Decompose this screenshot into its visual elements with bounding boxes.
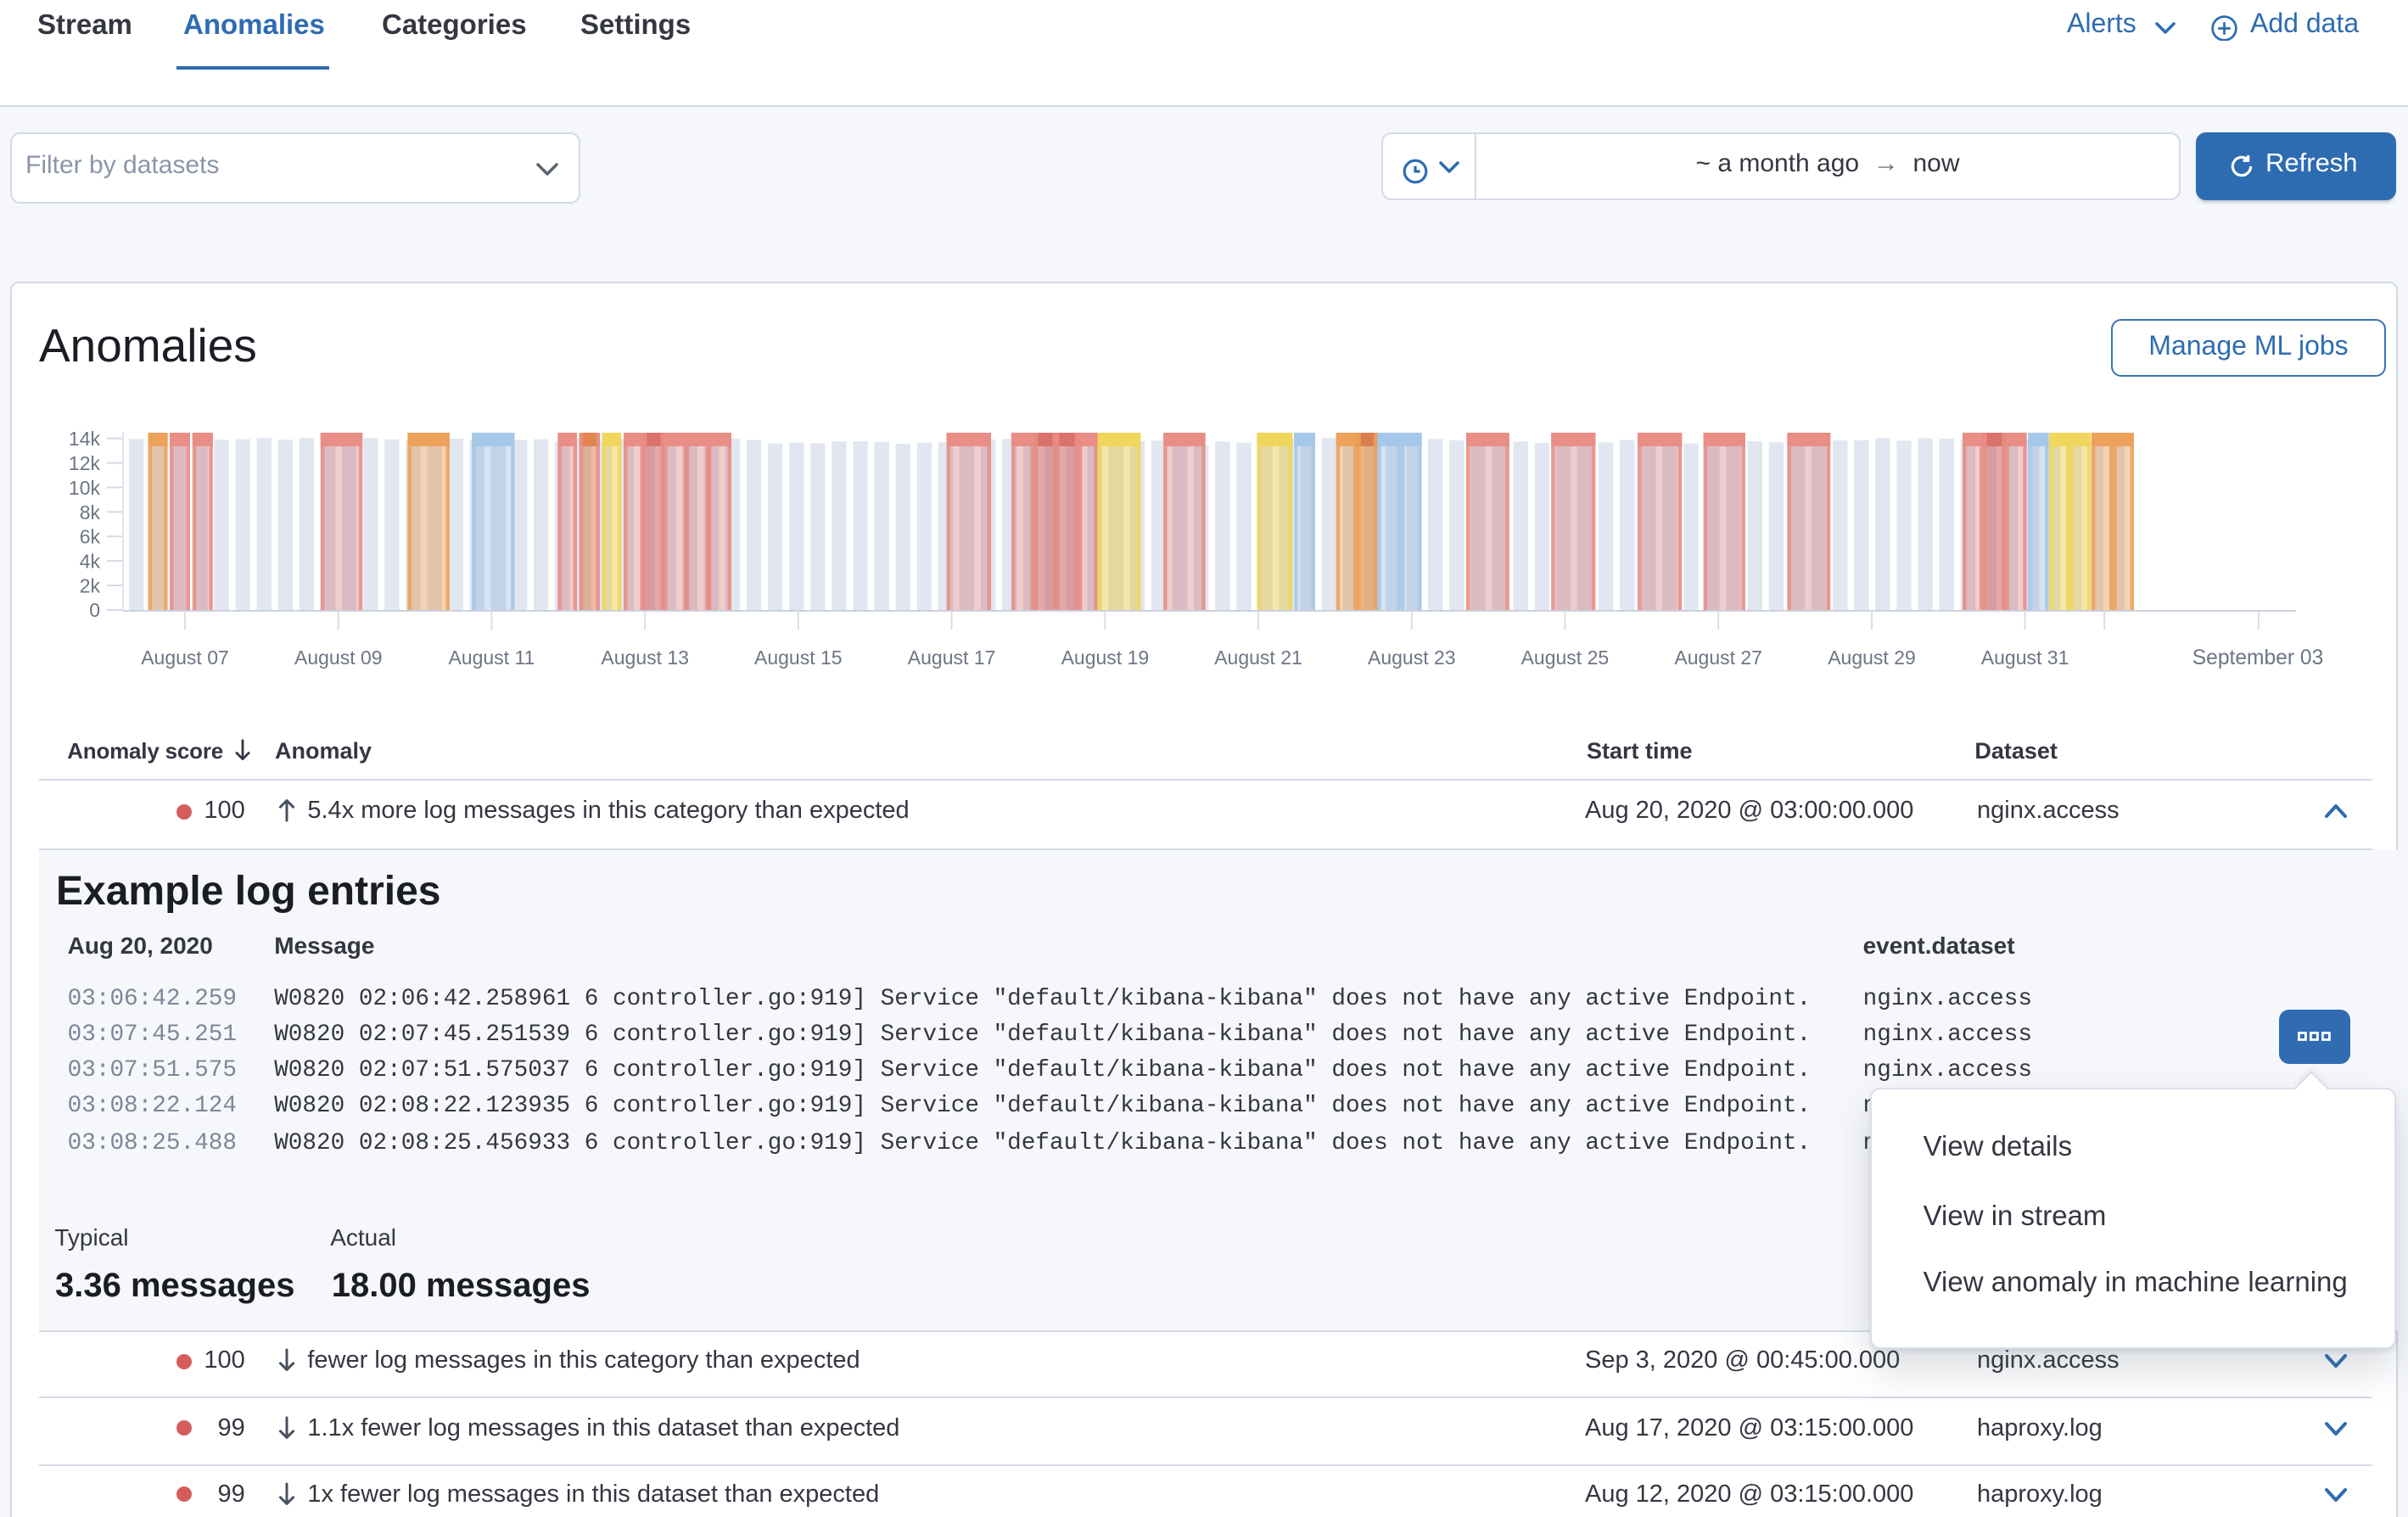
svg-text:August 07: August 07 xyxy=(141,647,229,669)
svg-text:August 15: August 15 xyxy=(754,647,843,669)
svg-text:September 03: September 03 xyxy=(2192,647,2324,669)
svg-text:August 09: August 09 xyxy=(294,647,383,669)
svg-text:August 27: August 27 xyxy=(1674,647,1762,669)
svg-text:0: 0 xyxy=(89,599,100,621)
svg-text:August 31: August 31 xyxy=(1981,647,2069,669)
svg-text:6k: 6k xyxy=(80,526,101,548)
svg-text:August 21: August 21 xyxy=(1214,647,1302,669)
svg-text:August 11: August 11 xyxy=(448,647,535,669)
svg-text:August 23: August 23 xyxy=(1368,647,1456,669)
svg-text:8k: 8k xyxy=(80,501,101,523)
svg-text:12k: 12k xyxy=(69,452,101,474)
svg-text:August 25: August 25 xyxy=(1521,647,1610,669)
svg-text:August 29: August 29 xyxy=(1828,647,1916,669)
svg-text:August 13: August 13 xyxy=(601,647,689,669)
svg-text:August 17: August 17 xyxy=(908,647,996,669)
svg-text:2k: 2k xyxy=(80,574,101,596)
svg-text:4k: 4k xyxy=(80,551,101,573)
svg-text:14k: 14k xyxy=(69,428,101,450)
svg-text:10k: 10k xyxy=(69,477,101,499)
svg-text:August 19: August 19 xyxy=(1061,647,1150,669)
